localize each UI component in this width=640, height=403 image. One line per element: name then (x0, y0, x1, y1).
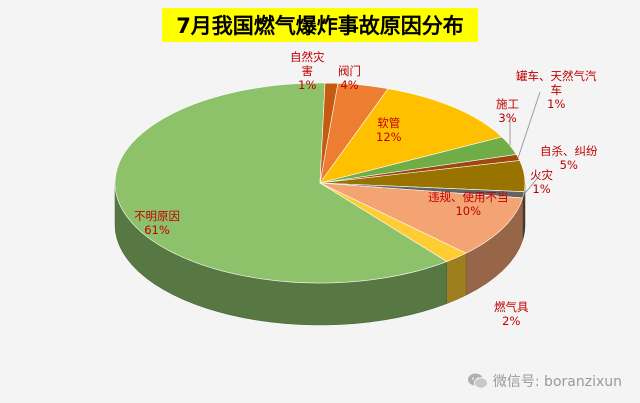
label-suicide-pct: 5% (559, 158, 578, 172)
pie-slice-8 (114, 82, 448, 284)
label-fire: 火灾 1% (530, 168, 553, 196)
label-fire-pct: 1% (532, 182, 551, 196)
label-construction-pct: 3% (498, 111, 517, 125)
label-construction: 施工 3% (496, 97, 519, 125)
label-hose: 软管 12% (376, 116, 402, 144)
label-natural-disaster-name: 自然灾害 (290, 50, 325, 78)
label-suicide-name: 自杀、纠纷 (540, 144, 598, 158)
label-misuse: 违规、使用不当 10% (428, 190, 509, 218)
leader-line-5 (523, 174, 541, 196)
label-valve-name: 阀门 (338, 64, 361, 78)
label-unknown-name: 不明原因 (134, 209, 180, 223)
label-suicide: 自杀、纠纷 5% (540, 144, 598, 172)
label-appliance-pct: 2% (502, 314, 521, 328)
pie-side-walls (114, 182, 526, 326)
leader-line-3 (517, 91, 541, 158)
leader-lines (509, 91, 541, 196)
pie-slice-6 (319, 182, 524, 254)
label-unknown-pct: 61% (144, 223, 170, 237)
pie-slice-1 (319, 88, 503, 184)
label-hose-pct: 12% (376, 130, 402, 144)
watermark: 微信号: boranzixun (467, 371, 622, 391)
chart-title: 7月我国燃气爆炸事故原因分布 (162, 8, 478, 42)
label-misuse-name: 违规、使用不当 (428, 190, 509, 204)
label-unknown: 不明原因 61% (134, 209, 180, 237)
label-valve: 阀门 4% (338, 64, 361, 92)
label-hose-name: 软管 (377, 116, 401, 130)
label-tanker-pct: 1% (547, 97, 566, 111)
label-appliance: 燃气具 2% (494, 300, 529, 328)
label-natural-disaster-pct: 1% (298, 78, 317, 92)
label-tanker-name: 罐车、天然气汽车 (516, 69, 597, 97)
label-misuse-pct: 10% (455, 204, 482, 218)
label-fire-name: 火灾 (530, 168, 553, 182)
label-tanker: 罐车、天然气汽车 1% (516, 69, 597, 111)
pie-slice-9 (319, 82, 339, 184)
label-natural-disaster: 自然灾害 1% (290, 50, 325, 92)
watermark-text: 微信号: boranzixun (492, 374, 622, 390)
pie-top-faces (114, 82, 526, 284)
label-valve-pct: 4% (340, 78, 359, 92)
label-appliance-name: 燃气具 (494, 300, 529, 314)
wechat-icon (467, 373, 488, 389)
label-construction-name: 施工 (496, 97, 519, 111)
